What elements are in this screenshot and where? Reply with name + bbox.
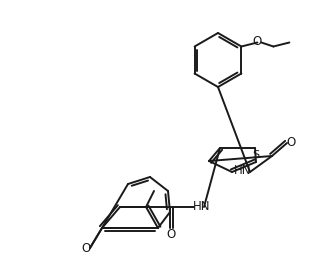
Text: O: O [166, 229, 176, 242]
Text: O: O [81, 243, 91, 256]
Text: S: S [253, 150, 260, 160]
Text: HN: HN [193, 200, 211, 213]
Text: O: O [286, 136, 296, 148]
Text: O: O [253, 35, 262, 48]
Text: HN: HN [234, 164, 252, 177]
